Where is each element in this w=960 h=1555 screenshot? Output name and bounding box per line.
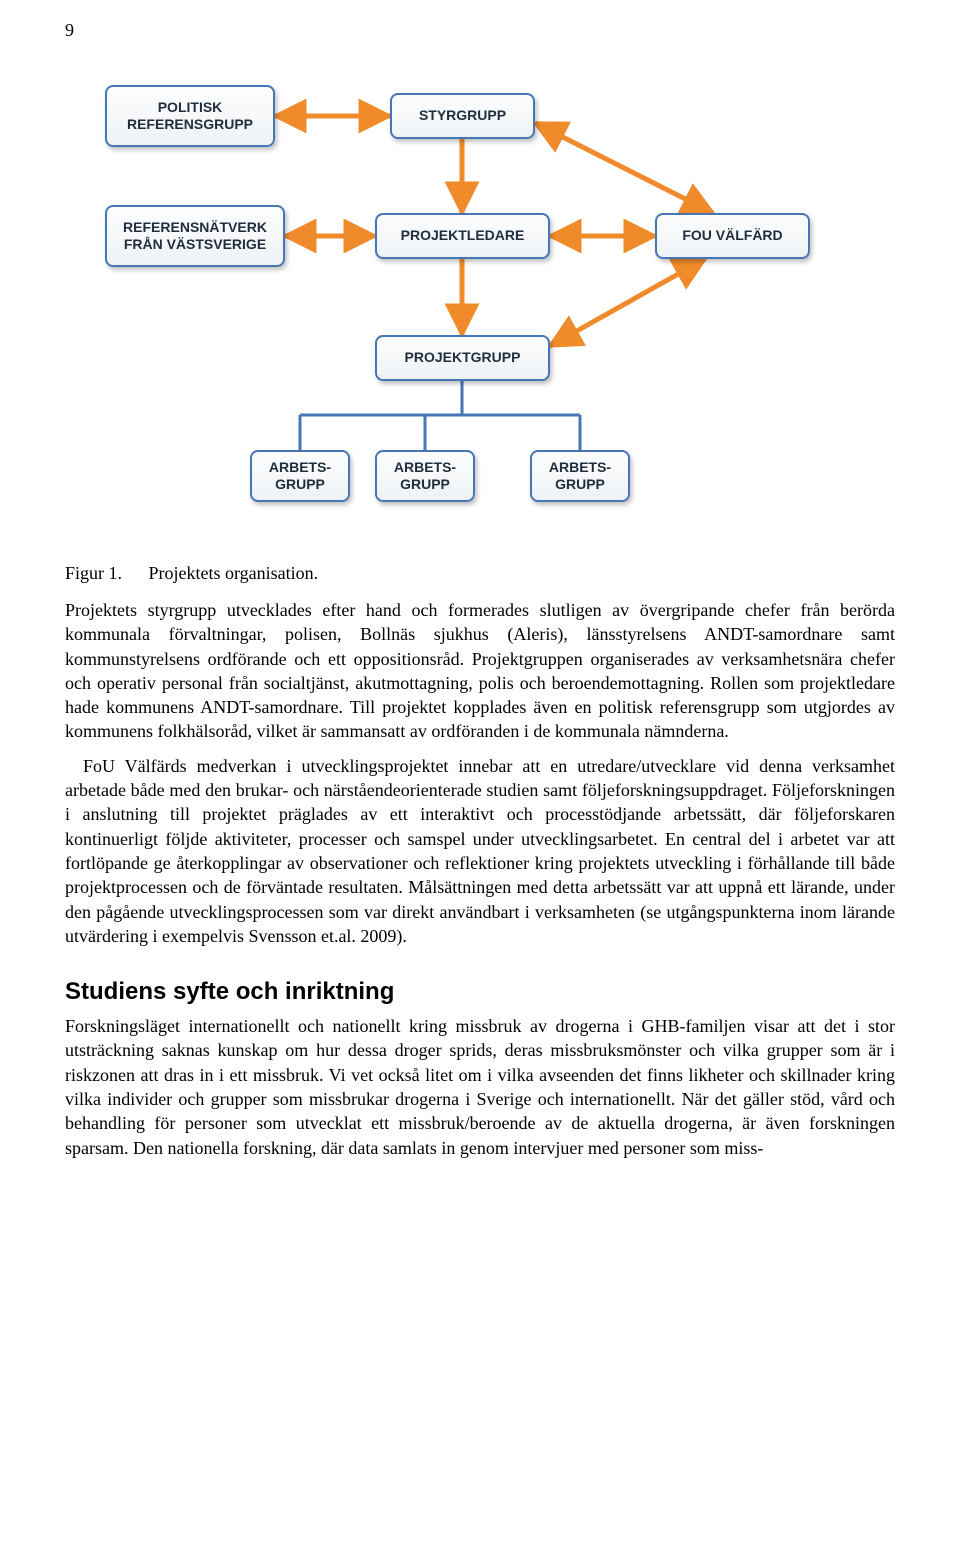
- caption-label: Figur 1.: [65, 563, 122, 583]
- node-label: FOU VÄLFÄRD: [682, 227, 782, 245]
- node-label: ARBETS-GRUPP: [269, 459, 331, 494]
- node-arbetsgrupp-1: ARBETS-GRUPP: [250, 450, 350, 502]
- node-fou: FOU VÄLFÄRD: [655, 213, 810, 259]
- section-heading: Studiens syfte och inriktning: [65, 978, 895, 1006]
- node-label: ARBETS-GRUPP: [394, 459, 456, 494]
- node-refnatverk: REFERENSNÄTVERKFRÅN VÄSTSVERIGE: [105, 205, 285, 267]
- page-number: 9: [65, 20, 895, 41]
- figure-caption: Figur 1. Projektets organisation.: [65, 563, 895, 584]
- node-projektledare: PROJEKTLEDARE: [375, 213, 550, 259]
- node-styrgrupp: STYRGRUPP: [390, 93, 535, 139]
- node-projektgrupp: PROJEKTGRUPP: [375, 335, 550, 381]
- node-label: PROJEKTGRUPP: [405, 349, 521, 367]
- node-label: POLITISKREFERENSGRUPP: [127, 99, 253, 134]
- node-politisk: POLITISKREFERENSGRUPP: [105, 85, 275, 147]
- node-arbetsgrupp-2: ARBETS-GRUPP: [375, 450, 475, 502]
- paragraph-3: Forskningsläget internationellt och nati…: [65, 1014, 895, 1160]
- caption-text: Projektets organisation.: [149, 563, 319, 583]
- org-chart: POLITISKREFERENSGRUPP STYRGRUPP REFERENS…: [65, 55, 895, 555]
- node-label: STYRGRUPP: [419, 107, 506, 125]
- node-arbetsgrupp-3: ARBETS-GRUPP: [530, 450, 630, 502]
- node-label: ARBETS-GRUPP: [549, 459, 611, 494]
- node-label: PROJEKTLEDARE: [401, 227, 525, 245]
- node-label: REFERENSNÄTVERKFRÅN VÄSTSVERIGE: [123, 219, 267, 254]
- paragraph-2: FoU Välfärds medverkan i utvecklingsproj…: [65, 754, 895, 948]
- paragraph-1: Projektets styrgrupp utvecklades efter h…: [65, 598, 895, 744]
